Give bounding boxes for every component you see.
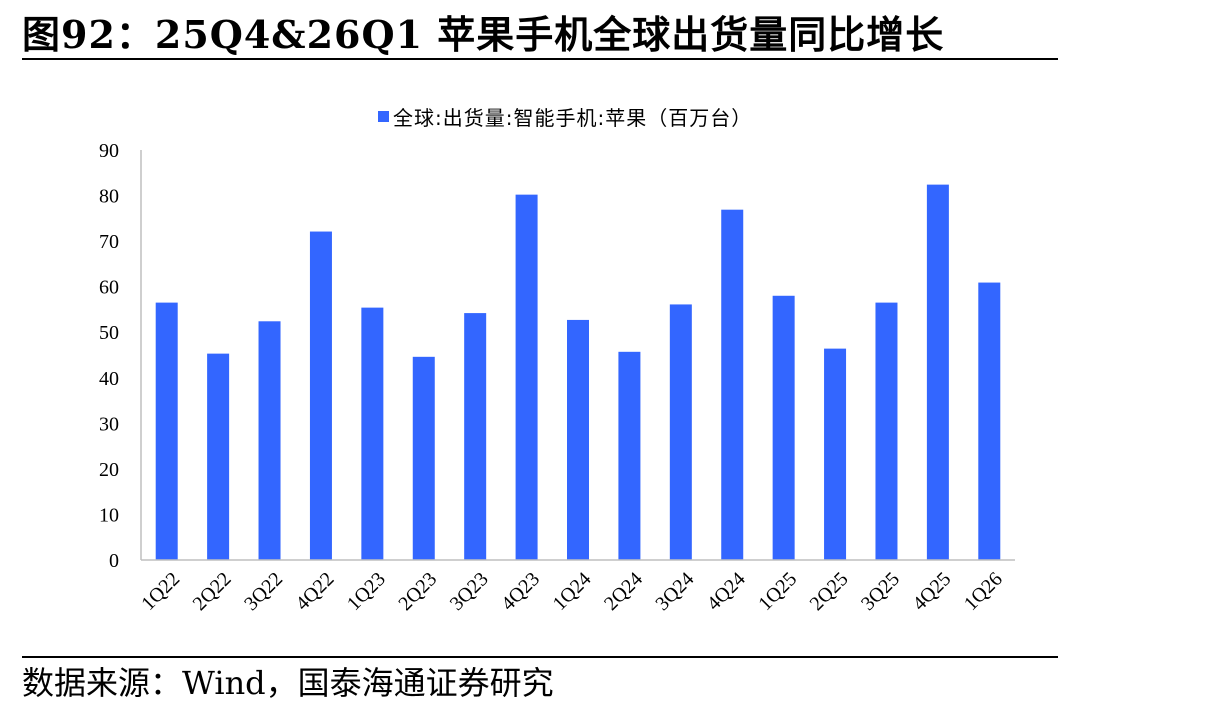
source-note: 数据来源：Wind，国泰海通证券研究 [22,664,554,702]
x-tick-label: 2Q24 [600,568,647,615]
x-tick-label: 3Q23 [446,568,493,615]
y-tick-label: 0 [109,550,119,572]
x-tick-label: 3Q22 [240,568,287,615]
bar [721,209,744,560]
y-axis: 0 10 20 30 40 50 60 70 80 90 [99,140,142,572]
y-tick-label: 70 [99,231,119,253]
title-rule [22,58,1058,60]
y-tick-label: 10 [99,504,119,526]
bar [207,353,230,560]
bar [978,282,1001,560]
bar-chart: 0 10 20 30 40 50 60 70 80 90 1Q22 2Q22 3Q22 4Q22 1Q23… [99,140,1015,615]
y-tick-label: 20 [99,459,119,481]
bar-series [155,184,1001,561]
legend-label: 全球:出货量:智能手机:苹果（百万台） [393,106,753,130]
x-tick-label: 1Q24 [549,568,596,615]
bar [258,321,281,560]
x-tick-label: 1Q25 [754,568,801,615]
x-tick-label: 4Q24 [703,568,750,615]
bar [772,295,795,560]
bar [515,194,538,560]
bar [155,302,178,560]
x-tick-label: 4Q22 [291,568,338,615]
bar [669,304,692,560]
source-rule [22,656,1058,658]
bar [412,356,435,560]
x-tick-label: 4Q25 [908,568,955,615]
x-tick-label: 3Q24 [651,568,698,615]
bar [875,302,898,560]
x-tick-label: 2Q23 [394,568,441,615]
y-tick-label: 60 [99,277,119,299]
legend-swatch [378,111,389,122]
y-tick-label: 50 [99,322,119,344]
x-axis: 1Q22 2Q22 3Q22 4Q22 1Q23 2Q23 3Q23 4Q23 1Q24 2Q24… [137,559,1015,615]
y-tick-label: 90 [99,140,119,162]
y-tick-label: 30 [99,413,119,435]
figure-title: 图92：25Q4&26Q1 苹果手机全球出货量同比增长 [22,12,945,57]
x-tick-label: 2Q25 [806,568,853,615]
x-tick-label: 1Q26 [960,568,1007,615]
bar [464,313,487,560]
bar [618,351,641,560]
bar [926,184,949,560]
x-tick-label: 4Q23 [497,568,544,615]
chart-legend: 全球:出货量:智能手机:苹果（百万台） [378,102,752,131]
x-tick-label: 2Q22 [189,568,236,615]
y-tick-label: 40 [99,368,119,390]
x-tick-label: 3Q25 [857,568,904,615]
x-tick-label: 1Q23 [343,568,390,615]
y-tick-label: 80 [99,186,119,208]
bar [567,319,589,560]
bar [824,348,847,560]
x-tick-label: 1Q22 [137,568,184,615]
bar [309,231,332,561]
bar [361,307,384,560]
